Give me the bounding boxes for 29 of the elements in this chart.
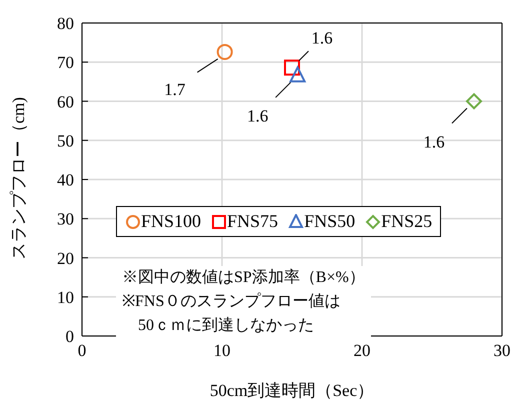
y-tick-label: 40 xyxy=(57,170,74,190)
y-tick-label: 0 xyxy=(66,327,74,346)
point xyxy=(290,66,306,82)
annotation: ※図中の数値はSP添加率（B×%） xyxy=(122,268,365,288)
y-tick-label: 30 xyxy=(57,210,74,229)
annotation: 1.7 xyxy=(164,80,186,99)
legend-label: FNS75 xyxy=(227,211,278,232)
y-tick-label: 10 xyxy=(57,288,74,307)
y-tick-label: 50 xyxy=(57,131,74,150)
x-tick-label: 10 xyxy=(214,341,230,360)
point xyxy=(466,93,482,110)
annotation: 1.6 xyxy=(311,28,333,48)
annotation: ※FNS０のスランプフロー値は 50ｃｍに到達しなかった xyxy=(122,292,342,336)
y-tick-label: 70 xyxy=(57,53,74,72)
point xyxy=(216,44,233,60)
annotation: 1.6 xyxy=(423,132,445,152)
legend-label: FNS100 xyxy=(141,211,202,232)
legend-label: FNS25 xyxy=(381,211,432,232)
y-tick-label: 60 xyxy=(57,92,74,112)
point xyxy=(284,60,300,76)
y-tick-label: 20 xyxy=(57,248,74,268)
x-tick-label: 30 xyxy=(494,341,510,360)
legend-label: FNS50 xyxy=(304,211,356,232)
annotation: 1.6 xyxy=(246,106,268,126)
y-tick-label: 80 xyxy=(57,14,74,34)
y-axis-title: スランプフロー（cm) xyxy=(9,97,28,260)
x-tick-label: 20 xyxy=(354,341,370,360)
x-tick-label: 0 xyxy=(78,341,86,360)
x-axis-title: 50cm到達時間（Sec） xyxy=(210,381,374,400)
